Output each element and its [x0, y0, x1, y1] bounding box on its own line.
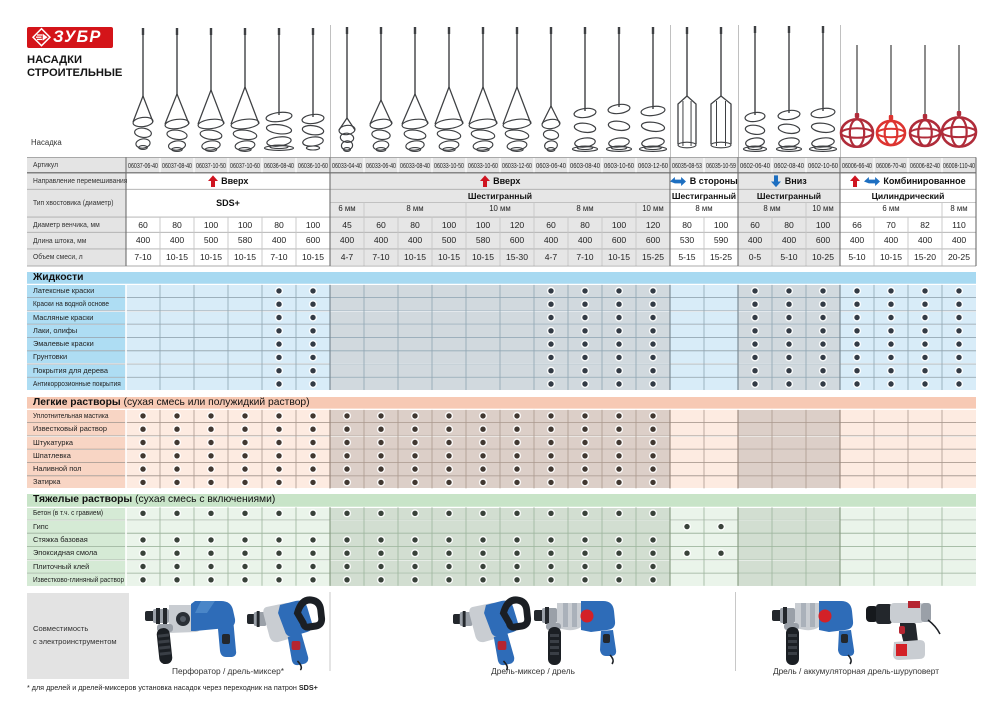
svg-text:06036-10-60: 06036-10-60 — [298, 163, 328, 170]
svg-text:0603-10-60: 0603-10-60 — [604, 163, 634, 170]
svg-text:06037-10-50: 06037-10-50 — [196, 163, 226, 170]
svg-text:06006-66-40: 06006-66-40 — [842, 163, 872, 170]
svg-text:0602-08-40: 0602-08-40 — [774, 163, 804, 170]
svg-text:06033-04-40: 06033-04-40 — [332, 163, 362, 170]
svg-text:06036-08-40: 06036-08-40 — [264, 163, 294, 170]
svg-text:06033-12-60: 06033-12-60 — [502, 163, 532, 170]
svg-text:0603-08-40: 0603-08-40 — [570, 163, 600, 170]
svg-text:06035-10-59: 06035-10-59 — [706, 163, 736, 170]
svg-text:0602-10-60: 0602-10-60 — [808, 163, 838, 170]
svg-text:06037-06-40: 06037-06-40 — [128, 163, 158, 170]
svg-text:0602-06-40: 0602-06-40 — [740, 163, 770, 170]
svg-text:06033-10-50: 06033-10-50 — [434, 163, 464, 170]
svg-text:06006-82-40: 06006-82-40 — [910, 163, 940, 170]
svg-text:06037-10-60: 06037-10-60 — [230, 163, 260, 170]
svg-text:06033-06-40: 06033-06-40 — [366, 163, 396, 170]
svg-text:06035-08-53: 06035-08-53 — [672, 163, 702, 170]
svg-text:06033-10-60: 06033-10-60 — [468, 163, 498, 170]
svg-text:0603-06-40: 0603-06-40 — [536, 163, 566, 170]
svg-text:0603-12-60: 0603-12-60 — [638, 163, 668, 170]
svg-text:06037-08-40: 06037-08-40 — [162, 163, 192, 170]
svg-text:06008-110-40: 06008-110-40 — [943, 163, 975, 170]
svg-text:06006-70-40: 06006-70-40 — [876, 163, 906, 170]
svg-text:06033-08-40: 06033-08-40 — [400, 163, 430, 170]
